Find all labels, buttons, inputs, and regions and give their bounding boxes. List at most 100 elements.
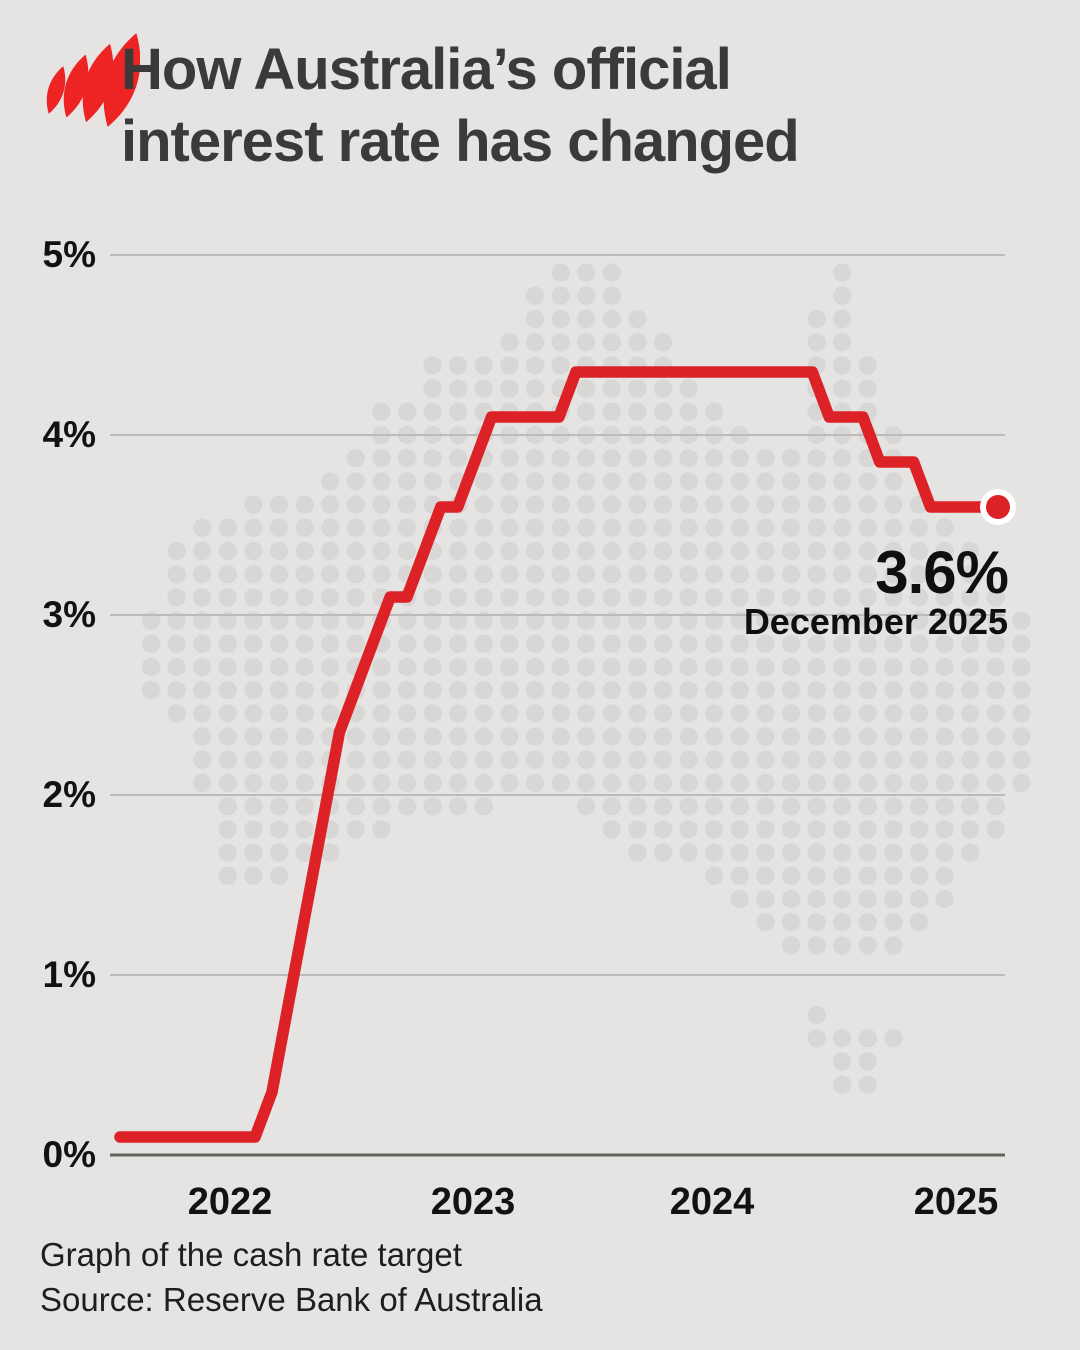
map-dot [602,634,621,653]
map-dot [423,750,442,769]
logo-petal [63,54,89,118]
map-dot [679,379,698,398]
map-dot [858,356,877,375]
map-dot [833,634,852,653]
map-dot [884,657,903,677]
map-dot [705,750,724,769]
map-dot [397,634,417,653]
map-dot [781,704,801,723]
map-dot [986,750,1005,769]
map-dot [193,588,212,607]
map-dot [577,704,596,723]
map-dot [449,634,468,653]
map-dot [423,588,442,607]
map-dot [372,820,391,839]
map-dot [449,657,468,677]
map-dot [705,541,724,561]
latest-rate-date: December 2025 [743,601,1008,642]
map-dot [909,588,929,607]
map-dot [807,333,826,352]
map-dot [551,704,570,723]
map-dot [474,495,493,514]
map-dot [858,472,877,491]
map-dot [781,727,801,746]
map-dot [372,518,391,537]
map-dot [909,913,929,932]
map-dot [858,866,877,885]
map-dot [500,472,519,491]
map-dot [551,588,570,607]
map-dot [167,681,186,700]
map-dot [551,356,570,375]
chart-source: Source: Reserve Bank of Australia [40,1281,543,1318]
map-dot [218,866,237,885]
map-dot [730,889,749,909]
map-dot [269,495,289,514]
map-dot [781,588,801,607]
map-dot [244,541,263,561]
map-dot [961,750,980,769]
map-dot [679,565,698,584]
map-dot [346,449,365,468]
map-dot [756,541,775,561]
map-dot [833,263,852,282]
map-dot [474,356,493,375]
map-dot [961,634,980,653]
map-dot [141,681,161,700]
map-dot [346,727,365,746]
map-dot [807,843,826,862]
map-dot [525,333,545,352]
map-dot [833,495,852,514]
map-dot [730,704,749,723]
map-dot [858,936,877,955]
map-dot [602,449,621,468]
map-dot [423,797,442,816]
map-dot [577,402,596,421]
map-dot [602,333,621,352]
map-dot [807,565,826,584]
map-dot [807,309,826,329]
map-dot [269,541,289,561]
map-dot [449,727,468,746]
map-dot [833,1029,852,1048]
map-dot [833,889,852,909]
map-dot [705,588,724,607]
map-dot [628,333,647,352]
page-title-line1: How Australia’s official [121,37,732,102]
map-dot [449,773,468,793]
map-dot [321,541,340,561]
map-dot [423,472,442,491]
map-dot [935,797,954,816]
map-dot [628,449,647,468]
map-dot [397,797,417,816]
map-dot [833,356,852,375]
endpoint-dot [986,495,1010,519]
map-dot [525,286,545,305]
map-dot [935,889,954,909]
map-dot [679,727,698,746]
map-dot [577,472,596,491]
map-dot [167,657,186,677]
map-dot [909,518,929,537]
map-dot [141,634,161,653]
map-dot [602,286,621,305]
x-tick-label: 2023 [430,1181,516,1223]
map-dot [628,657,647,677]
map-dot [935,727,954,746]
map-dot [756,727,775,746]
map-dot [525,449,545,468]
map-dot [884,866,903,885]
map-dot [525,704,545,723]
map-dot [653,449,673,468]
map-dot [551,750,570,769]
map-dot [935,750,954,769]
map-dot [833,518,852,537]
map-dot [756,634,775,653]
map-dot [679,588,698,607]
map-dot [577,286,596,305]
map-dot [372,402,391,421]
map-dot [858,773,877,793]
map-dot [474,704,493,723]
map-dot [244,727,263,746]
map-dot [449,356,468,375]
